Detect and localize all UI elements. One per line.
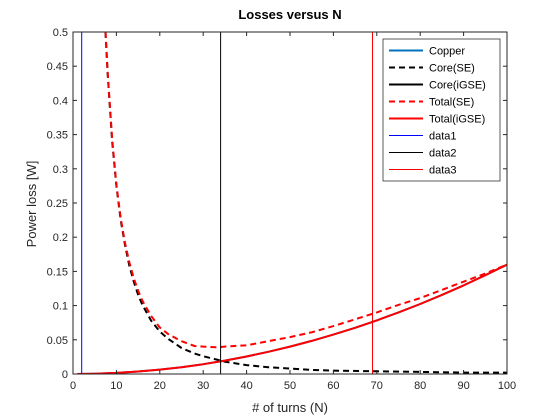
x-tick-label: 50	[284, 380, 296, 392]
x-tick-label: 60	[327, 380, 339, 392]
x-tick-label: 70	[371, 380, 383, 392]
y-tick-label: 0.1	[53, 301, 68, 313]
y-tick-label: 0.25	[47, 198, 68, 210]
legend-label-total-igse: Total(iGSE)	[429, 114, 485, 126]
y-axis-title: Power loss [W]	[24, 161, 39, 248]
x-tick-label: 40	[240, 380, 252, 392]
y-tick-label: 0.4	[53, 95, 68, 107]
series-line-total-igse	[77, 263, 507, 374]
legend-label-data1: data1	[429, 131, 457, 143]
x-tick-label: 100	[498, 380, 516, 392]
x-tick-label: 30	[197, 380, 209, 392]
series-layer	[77, 32, 507, 374]
series-line-total-se	[104, 32, 507, 349]
legend-label-core-se: Core(SE)	[429, 63, 475, 75]
y-tick-label: 0.3	[53, 164, 68, 176]
y-tick-label: 0.15	[47, 266, 68, 278]
chart-title: Losses versus N	[238, 7, 341, 22]
x-tick-label: 0	[70, 380, 76, 392]
legend-box	[382, 38, 501, 182]
y-tick-label: 0.05	[47, 335, 68, 347]
x-axis-title: # of turns (N)	[252, 400, 328, 415]
legend-label-copper: Copper	[429, 46, 465, 58]
y-tick-label: 0.45	[47, 61, 68, 73]
x-tick-label: 80	[414, 380, 426, 392]
y-tick-label: 0.35	[47, 130, 68, 142]
x-tick-label: 90	[457, 380, 469, 392]
y-tick-label: 0.2	[53, 232, 68, 244]
x-tick-label: 10	[110, 380, 122, 392]
legend-label-data3: data3	[429, 165, 457, 177]
legend: Copper Core(SE) Core(iGSE) Total(SE) Total(i…	[382, 38, 501, 182]
x-tick-label: 20	[154, 380, 166, 392]
y-tick-label: 0	[62, 369, 68, 381]
legend-label-core-igse: Core(iGSE)	[429, 80, 486, 92]
legend-label-data2: data2	[429, 148, 457, 160]
legend-label-total-se: Total(SE)	[429, 97, 474, 109]
y-tick-label: 0.5	[53, 27, 68, 39]
axes-layer: 0 10 20 30 40 50 60 70 80 90 100 0 0.05 0.1 0.15 0.2 0.2…	[47, 27, 517, 392]
